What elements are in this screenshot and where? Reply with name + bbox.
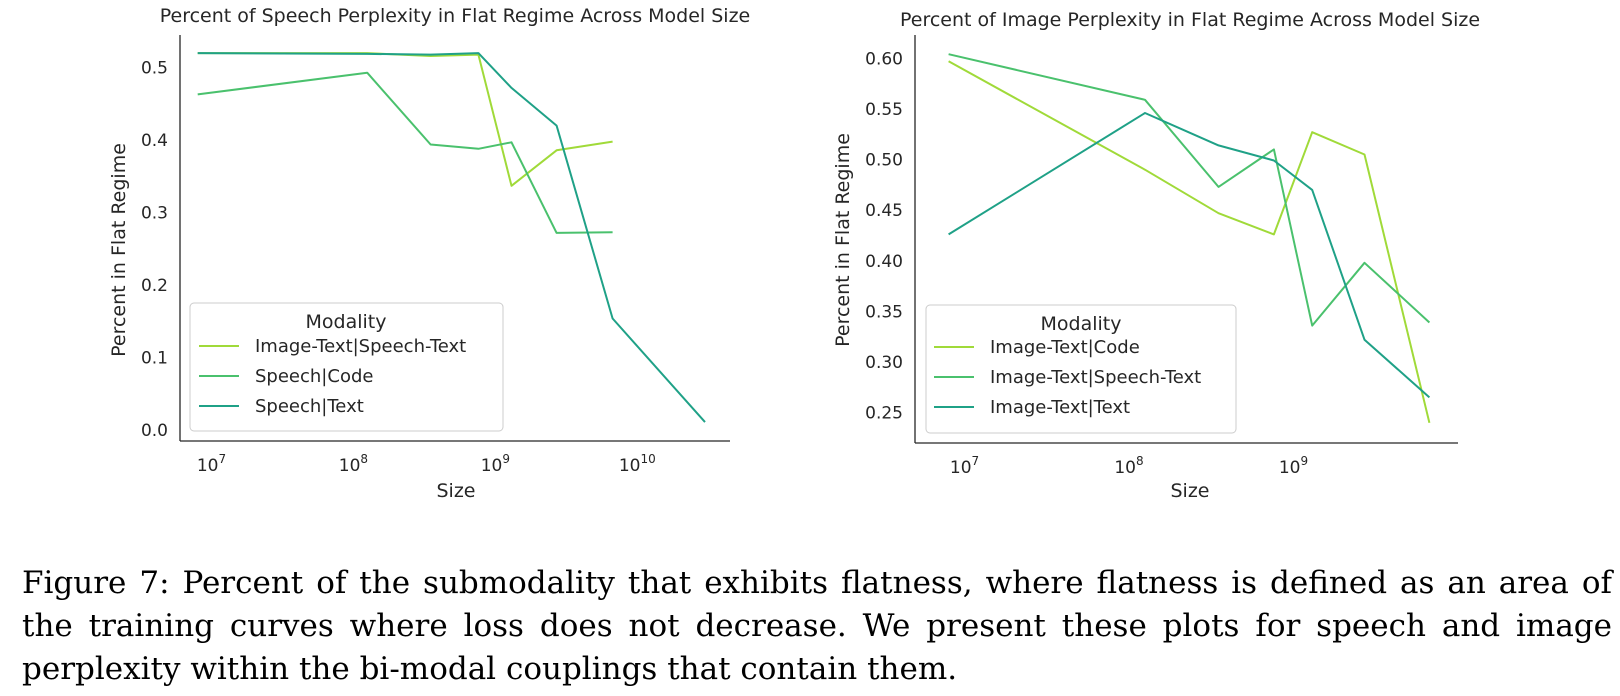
y-tick-label: 0.50: [865, 151, 903, 171]
legend-label: Image-Text|Speech-Text: [990, 367, 1201, 388]
figure-caption: Figure 7: Percent of the submodality tha…: [22, 565, 1612, 687]
y-tick-label: 0.5: [141, 59, 168, 79]
y-tick-label: 0.4: [141, 131, 168, 151]
chart-image-lines: [948, 53, 1431, 424]
chart-image-title: Percent of Image Perplexity in Flat Regi…: [900, 9, 1480, 31]
chart-image: 0.25 0.30 0.35 0.40 0.45 0.50 0.55 0.60 107 108 10…: [832, 9, 1480, 502]
figure: 0.0 0.1 0.2 0.3 0.4 0.5 107 108 109 1010 Percent …: [108, 5, 1480, 502]
chart-speech-title: Percent of Speech Perplexity in Flat Reg…: [160, 5, 751, 27]
x-tick-label: 109: [481, 452, 510, 476]
y-tick-label: 0.60: [865, 49, 903, 69]
chart-image-axes: 0.25 0.30 0.35 0.40 0.45 0.50 0.55 0.60 107 108 10…: [865, 35, 1458, 478]
chart-speech: 0.0 0.1 0.2 0.3 0.4 0.5 107 108 109 1010 Percent …: [108, 5, 750, 502]
y-tick-label: 0.25: [865, 404, 903, 424]
chart-image-xlabel: Size: [1170, 480, 1209, 502]
chart-speech-ylabel: Percent in Flat Regime: [108, 143, 130, 357]
chart-speech-legend: Modality Image-Text|Speech-Text Speech|Co…: [189, 302, 504, 432]
series-line-speech-text: [197, 52, 706, 423]
chart-speech-axes: 0.0 0.1 0.2 0.3 0.4 0.5 107 108 109 1010: [141, 35, 730, 476]
y-tick-label: 0.30: [865, 353, 903, 373]
series-line-image-text-text: [948, 112, 1431, 399]
y-tick-label: 0.1: [141, 349, 168, 369]
y-tick-label: 0.2: [141, 276, 168, 296]
legend-label: Image-Text|Code: [990, 337, 1140, 358]
legend-title: Modality: [306, 311, 387, 333]
x-tick-label: 109: [1279, 454, 1308, 478]
legend-frame: [189, 302, 504, 432]
y-tick-label: 0.35: [865, 302, 903, 322]
legend-title: Modality: [1041, 313, 1122, 335]
legend-entries: Image-Text|Code Image-Text|Speech-Text Ima…: [934, 337, 1201, 418]
y-tick-label: 0.3: [141, 204, 168, 224]
chart-speech-lines: [197, 52, 706, 423]
y-tick-label: 0.55: [865, 100, 903, 120]
series-line-speech-code: [197, 71, 613, 234]
legend-frame: [925, 304, 1237, 434]
legend-label: Image-Text|Text: [990, 397, 1130, 418]
legend-label: Speech|Code: [255, 366, 373, 387]
chart-speech-xlabel: Size: [436, 480, 475, 502]
legend-label: Speech|Text: [255, 396, 364, 417]
x-tick-label: 1010: [619, 452, 656, 476]
chart-image-legend: Modality Image-Text|Code Image-Text|Speec…: [925, 304, 1237, 434]
y-tick-label: 0.45: [865, 201, 903, 221]
y-tick-label: 0.0: [141, 421, 168, 441]
y-tick-label: 0.40: [865, 252, 903, 272]
legend-label: Image-Text|Speech-Text: [255, 336, 466, 357]
x-tick-label: 108: [1114, 454, 1143, 478]
x-tick-label: 107: [950, 454, 979, 478]
x-tick-label: 108: [339, 452, 368, 476]
series-line-image-text-code: [948, 60, 1431, 424]
legend-entries: Image-Text|Speech-Text Speech|Code Speech|…: [199, 336, 466, 417]
series-line-image-text-speech-text: [948, 53, 1431, 327]
x-tick-label: 107: [197, 452, 226, 476]
chart-image-ylabel: Percent in Flat Regime: [832, 133, 854, 347]
